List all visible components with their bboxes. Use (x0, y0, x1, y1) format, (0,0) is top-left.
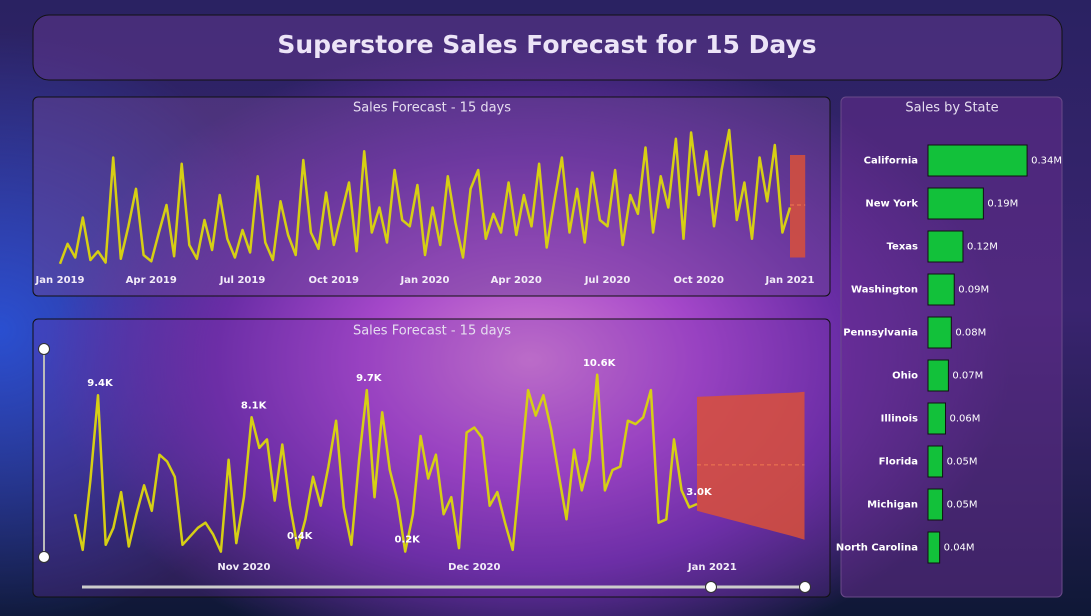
state-label: Florida (879, 457, 918, 468)
data-label: 0.4K (287, 531, 314, 542)
header-panel (32, 14, 1063, 81)
data-label: 0.2K (394, 535, 421, 546)
data-label: 8.1K (241, 400, 268, 411)
bar (927, 359, 949, 392)
x-tick-label: Oct 2019 (308, 275, 359, 286)
x-tick-label: Jul 2020 (584, 275, 631, 286)
bar-label: 0.04M (944, 543, 975, 554)
forecast-band (790, 155, 806, 258)
bar-label: 0.09M (958, 285, 989, 296)
top-panel (32, 96, 831, 297)
bar (927, 273, 955, 306)
x-tick-label: Apr 2019 (126, 275, 177, 286)
panel-title: Sales by State (905, 101, 998, 116)
state-label: Washington (851, 285, 918, 296)
x-tick-label: Jan 2019 (35, 275, 85, 286)
state-label: North Carolina (836, 543, 918, 554)
state-label: Texas (887, 242, 918, 253)
y-slider-handle[interactable] (38, 551, 50, 563)
bar-label: 0.06M (949, 414, 980, 425)
x-tick-label: Jan 2021 (765, 275, 815, 286)
forecast-band (697, 391, 805, 540)
state-label: Illinois (881, 414, 918, 425)
panel-title: Sales Forecast - 15 days (353, 324, 511, 339)
bottom-panel (32, 318, 831, 598)
state-label: Ohio (892, 371, 918, 382)
x-slider-handle[interactable] (705, 581, 717, 593)
x-tick-label: Dec 2020 (448, 562, 500, 573)
bar-label: 0.19M (987, 199, 1018, 210)
bar (927, 531, 941, 564)
bar-label: 0.34M (1031, 156, 1062, 167)
x-tick-label: Apr 2020 (491, 275, 542, 286)
data-label: 9.4K (87, 378, 114, 389)
y-slider-handle[interactable] (38, 343, 50, 355)
bar-label: 0.05M (947, 500, 978, 511)
state-label: Pennsylvania (843, 328, 918, 339)
bar (927, 187, 984, 220)
bar (927, 445, 944, 478)
data-label: 3.0K (686, 487, 713, 498)
bar-label: 0.08M (955, 328, 986, 339)
bar (927, 402, 946, 435)
bar (927, 230, 964, 263)
bar (927, 488, 944, 521)
x-tick-label: Jul 2019 (219, 275, 266, 286)
x-tick-label: Jan 2020 (400, 275, 450, 286)
bar-label: 0.05M (947, 457, 978, 468)
dashboard-title: Superstore Sales Forecast for 15 Days (277, 30, 816, 59)
state-label: California (864, 156, 918, 167)
sales-line (58, 128, 792, 265)
data-label: 10.6K (583, 358, 617, 369)
state-label: Michigan (867, 500, 918, 511)
x-slider-handle[interactable] (799, 581, 811, 593)
data-label: 9.7K (356, 373, 383, 384)
state-label: New York (865, 199, 918, 210)
bar (927, 144, 1028, 177)
sales-line (73, 373, 698, 553)
bar-label: 0.07M (952, 371, 983, 382)
panel-title: Sales Forecast - 15 days (353, 101, 511, 116)
bar-label: 0.12M (967, 242, 998, 253)
x-tick-label: Nov 2020 (217, 562, 270, 573)
x-tick-label: Oct 2020 (673, 275, 724, 286)
x-tick-label: Jan 2021 (687, 562, 737, 573)
bar (927, 316, 952, 349)
